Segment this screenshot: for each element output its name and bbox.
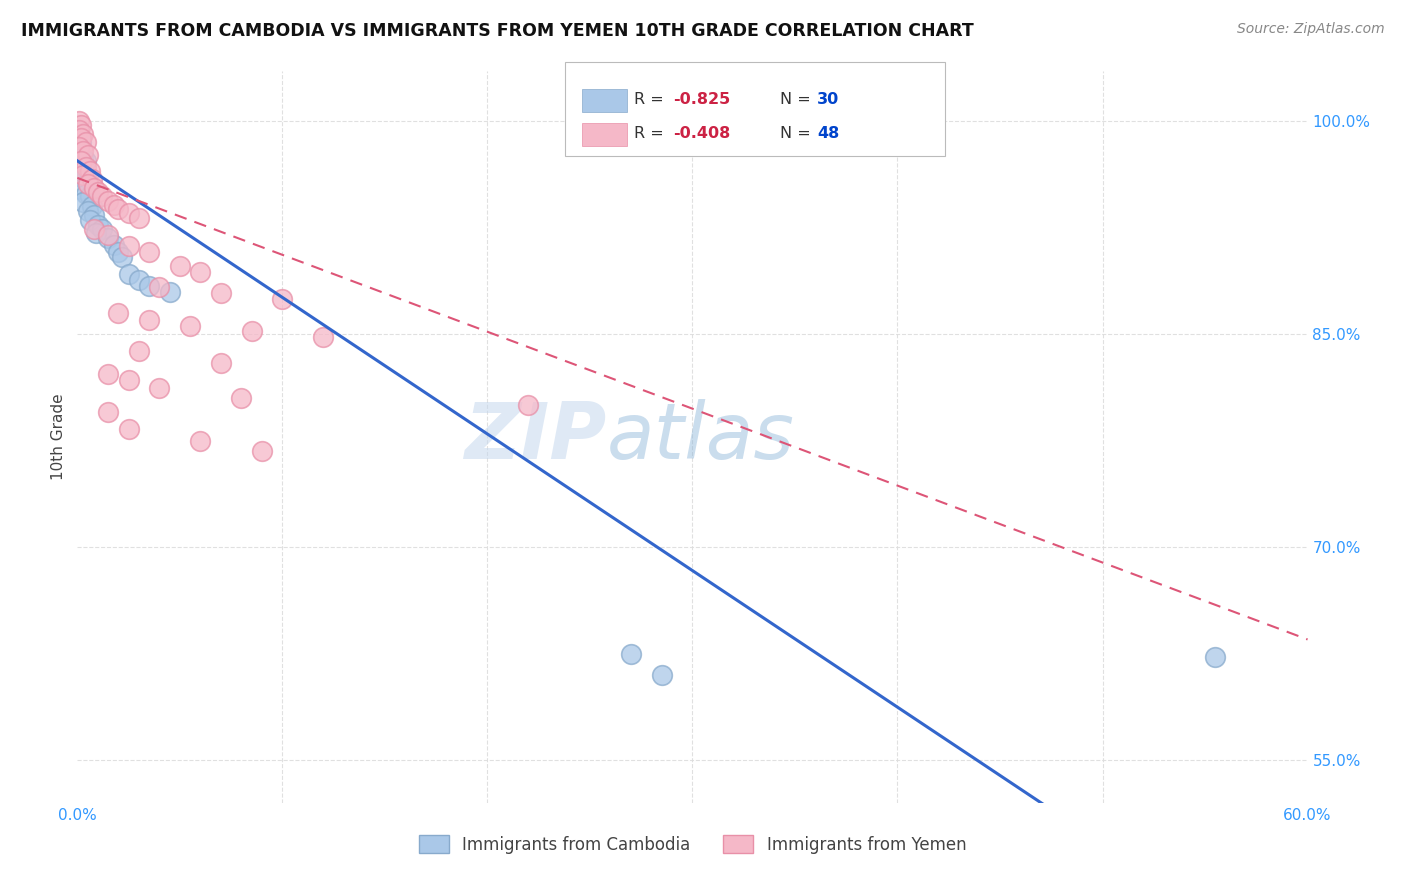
- Point: [97, 194, 120, 208]
- Point: [117, 206, 139, 220]
- Point: [97, 367, 120, 381]
- Point: [84, 227, 107, 241]
- Legend: Immigrants from Cambodia, Immigrants from Yemen: Immigrants from Cambodia, Immigrants fro…: [412, 829, 973, 860]
- Point: [90, 189, 114, 203]
- Point: [148, 381, 170, 395]
- Point: [72, 168, 94, 182]
- Point: [107, 244, 129, 259]
- Point: [250, 443, 273, 458]
- Point: [271, 292, 294, 306]
- Text: R =: R =: [634, 127, 669, 141]
- Point: [83, 181, 105, 195]
- Point: [97, 230, 120, 244]
- Point: [651, 668, 673, 682]
- Point: [76, 175, 98, 189]
- Y-axis label: 10th Grade: 10th Grade: [51, 393, 66, 481]
- Point: [76, 177, 98, 191]
- Text: N =: N =: [780, 127, 817, 141]
- Point: [517, 398, 540, 412]
- Point: [67, 124, 90, 138]
- Text: -0.408: -0.408: [673, 127, 731, 141]
- Point: [80, 199, 103, 213]
- Point: [80, 172, 103, 186]
- Point: [83, 208, 105, 222]
- Point: [117, 373, 139, 387]
- Point: [138, 244, 160, 259]
- Point: [70, 136, 93, 150]
- Point: [72, 194, 94, 209]
- Text: 48: 48: [817, 127, 839, 141]
- Point: [67, 114, 90, 128]
- Point: [111, 251, 134, 265]
- Point: [97, 227, 120, 242]
- Point: [188, 434, 212, 448]
- Point: [138, 278, 160, 293]
- Point: [128, 273, 150, 287]
- Text: ZIP: ZIP: [464, 399, 606, 475]
- Point: [107, 306, 129, 320]
- Point: [79, 213, 101, 227]
- Point: [240, 324, 263, 338]
- Point: [83, 222, 105, 236]
- Point: [67, 145, 90, 160]
- Point: [128, 211, 150, 225]
- Point: [70, 182, 93, 196]
- Point: [72, 170, 94, 185]
- Point: [72, 127, 94, 141]
- Point: [90, 222, 114, 236]
- Point: [75, 136, 97, 150]
- Point: [117, 268, 139, 282]
- Point: [70, 131, 93, 145]
- Text: -0.825: -0.825: [673, 93, 731, 107]
- Point: [67, 122, 90, 136]
- Point: [87, 185, 110, 199]
- Point: [67, 139, 90, 153]
- Point: [117, 422, 139, 436]
- Point: [148, 280, 170, 294]
- Point: [75, 160, 97, 174]
- Point: [209, 355, 232, 369]
- Point: [117, 239, 139, 253]
- Point: [79, 189, 101, 203]
- Point: [620, 647, 643, 661]
- Point: [312, 330, 335, 344]
- Point: [103, 237, 125, 252]
- Point: [76, 148, 98, 162]
- Point: [67, 165, 90, 179]
- Point: [76, 203, 98, 218]
- Point: [179, 318, 201, 333]
- Text: R =: R =: [634, 93, 669, 107]
- Point: [231, 391, 253, 405]
- Point: [70, 158, 93, 172]
- Point: [1204, 649, 1226, 664]
- Text: IMMIGRANTS FROM CAMBODIA VS IMMIGRANTS FROM YEMEN 10TH GRADE CORRELATION CHART: IMMIGRANTS FROM CAMBODIA VS IMMIGRANTS F…: [21, 22, 974, 40]
- Point: [169, 259, 191, 273]
- Point: [103, 198, 125, 212]
- Text: atlas: atlas: [606, 399, 794, 475]
- Point: [97, 405, 120, 419]
- Point: [72, 150, 94, 164]
- Point: [75, 153, 97, 168]
- Point: [188, 265, 212, 279]
- Point: [138, 313, 160, 327]
- Point: [87, 218, 110, 232]
- Point: [79, 163, 101, 178]
- Text: 30: 30: [817, 93, 839, 107]
- Point: [72, 144, 94, 158]
- Point: [159, 285, 181, 299]
- Point: [70, 153, 93, 168]
- Text: Source: ZipAtlas.com: Source: ZipAtlas.com: [1237, 22, 1385, 37]
- Text: N =: N =: [780, 93, 817, 107]
- Point: [107, 202, 129, 216]
- Point: [70, 119, 93, 133]
- Point: [128, 344, 150, 359]
- Point: [75, 186, 97, 201]
- Point: [209, 285, 232, 300]
